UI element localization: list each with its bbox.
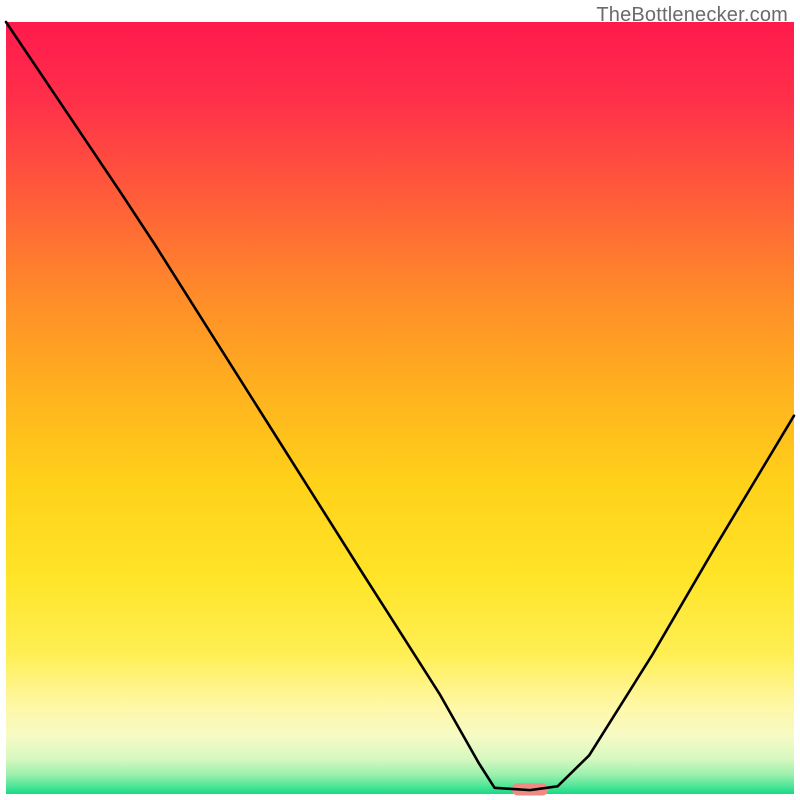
bottleneck-chart xyxy=(0,0,800,800)
chart-container: TheBottlenecker.com xyxy=(0,0,800,800)
watermark-text: TheBottlenecker.com xyxy=(596,4,788,27)
background-gradient xyxy=(6,22,794,794)
